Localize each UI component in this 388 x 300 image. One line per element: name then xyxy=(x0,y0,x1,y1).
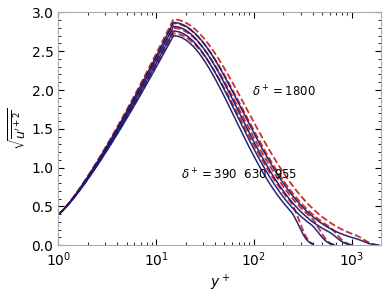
Y-axis label: $\sqrt{\overline{u^{\prime+2}}}$: $\sqrt{\overline{u^{\prime+2}}}$ xyxy=(7,108,29,150)
Text: $\delta^+ = 390\ \ 630\ \ 955$: $\delta^+ = 390\ \ 630\ \ 955$ xyxy=(181,168,297,183)
Text: $\delta^+ = 1800$: $\delta^+ = 1800$ xyxy=(252,84,316,99)
X-axis label: $y^+$: $y^+$ xyxy=(210,273,230,293)
